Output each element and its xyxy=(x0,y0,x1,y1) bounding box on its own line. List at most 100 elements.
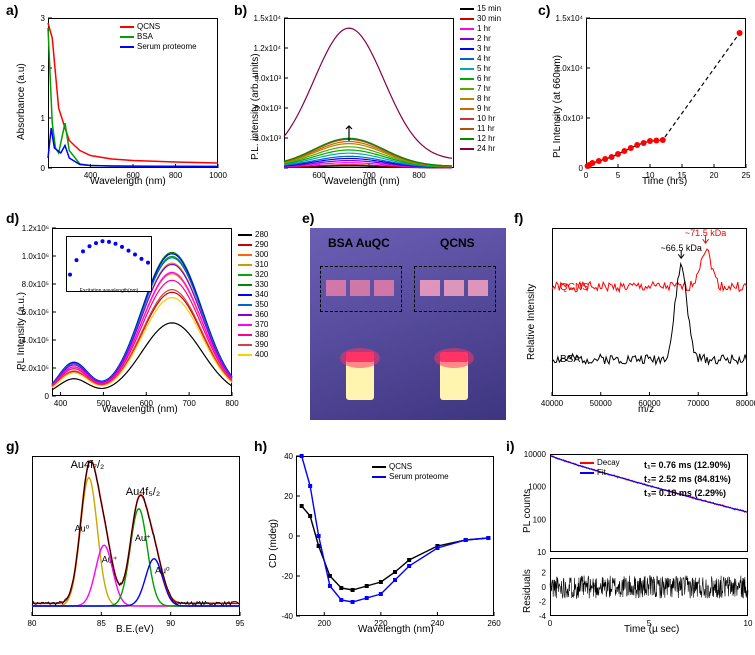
panel-d-legend: 280290300310320330340350360370380390400 xyxy=(238,230,268,360)
panel-d-label: d) xyxy=(6,210,19,226)
panel-d-ylabel: PL Intensity (a.u.) xyxy=(16,292,27,370)
panel-b: b) 6007008003.0x10³6.0x10³9.0x10³1.2x10⁴… xyxy=(232,0,532,200)
svg-text:Au4f₇/₂: Au4f₇/₂ xyxy=(71,459,105,471)
svg-text:1.2x10⁴: 1.2x10⁴ xyxy=(254,44,282,53)
svg-text:85: 85 xyxy=(97,619,106,628)
svg-text:25: 25 xyxy=(742,171,751,180)
svg-text:QCNS: QCNS xyxy=(560,282,589,293)
panel-i-t2: t₂= 2.52 ms (84.81%) xyxy=(644,474,731,484)
svg-text:Au⁺: Au⁺ xyxy=(135,533,151,543)
svg-text:20: 20 xyxy=(710,171,719,180)
svg-text:0: 0 xyxy=(542,583,547,592)
panel-a-label: a) xyxy=(6,2,18,18)
svg-text:Au⁰: Au⁰ xyxy=(155,566,170,576)
panel-a-legend: QCNSBSASerum proteome xyxy=(120,22,197,52)
svg-text:800: 800 xyxy=(225,399,239,408)
panel-d-xlabel: Wavelength (nm) xyxy=(102,404,178,415)
panel-b-label: b) xyxy=(234,2,247,18)
panel-b-xlabel: Wavelength (nm) xyxy=(324,176,400,187)
panel-d: d) 40050060070080002.0x10⁵4.0x10⁵6.0x10⁵… xyxy=(0,210,300,430)
svg-text:1.5x10⁴: 1.5x10⁴ xyxy=(254,14,282,23)
panel-a-ylabel: Absorbance (a.u) xyxy=(16,63,27,140)
panel-h-xlabel: Wavelength (nm) xyxy=(358,624,434,635)
panel-e: e) BSA AuQC QCNS xyxy=(300,210,510,430)
panel-c: c) 051015202505.0x10³1.0x10⁴1.5x10⁴ PL I… xyxy=(536,0,755,200)
panel-c-xlabel: Time (hrs) xyxy=(642,176,687,187)
svg-text:BSA: BSA xyxy=(560,354,580,365)
svg-text:0: 0 xyxy=(584,171,589,180)
panel-a: a) 40060080010000123 Absorbance (a.u) Wa… xyxy=(0,0,230,200)
panel-b-legend: 15 min30 min1 hr2 hr3 hr4 hr5 hr6 hr7 hr… xyxy=(460,4,501,154)
svg-text:-20: -20 xyxy=(281,572,293,581)
panel-i-label: i) xyxy=(506,438,515,454)
svg-text:0: 0 xyxy=(45,392,50,401)
svg-text:-2: -2 xyxy=(539,598,547,607)
svg-text:0: 0 xyxy=(548,619,553,628)
panel-b-svg: 6007008003.0x10³6.0x10³9.0x10³1.2x10⁴1.5… xyxy=(284,18,454,168)
svg-text:-40: -40 xyxy=(281,612,293,621)
panel-f-label: f) xyxy=(514,210,523,226)
svg-text:Au⁺: Au⁺ xyxy=(102,555,118,565)
svg-text:1000: 1000 xyxy=(209,171,227,180)
panel-g-xlabel: B.E.(eV) xyxy=(116,624,154,635)
panel-i-legend: DecayFit xyxy=(580,458,620,478)
svg-text:700: 700 xyxy=(182,399,196,408)
panel-i-bot-ylabel: Residuals xyxy=(522,569,533,613)
panel-h-ylabel: CD (mdeg) xyxy=(268,519,279,568)
svg-text:3: 3 xyxy=(41,14,46,23)
panel-i-bot-svg: 0510-4-202 xyxy=(550,558,748,616)
svg-text:1: 1 xyxy=(41,114,46,123)
svg-text:10: 10 xyxy=(537,548,546,557)
svg-text:1.5x10⁴: 1.5x10⁴ xyxy=(556,14,584,23)
svg-text:50000: 50000 xyxy=(590,399,613,408)
svg-text:40000: 40000 xyxy=(541,399,564,408)
panel-f-xlabel: m/z xyxy=(638,404,654,415)
svg-text:800: 800 xyxy=(169,171,183,180)
panel-g-label: g) xyxy=(6,438,19,454)
svg-text:40: 40 xyxy=(284,452,293,461)
panel-h-label: h) xyxy=(254,438,267,454)
svg-text:800: 800 xyxy=(412,171,426,180)
panel-f-svg: 4000050000600007000080000~71.5 kDaQCNS~6… xyxy=(552,228,747,396)
panel-e-label: e) xyxy=(302,210,314,226)
panel-i: i) 10100100010000 0510-4-202 PL counts R… xyxy=(504,438,755,653)
svg-text:200: 200 xyxy=(318,619,332,628)
svg-text:0: 0 xyxy=(289,532,294,541)
panel-i-t1: t₁= 0.76 ms (12.90%) xyxy=(644,460,731,470)
panel-d-inset-svg: Excitation wavelength(nm) xyxy=(66,236,152,292)
svg-text:0: 0 xyxy=(579,164,584,173)
panel-i-top-ylabel: PL counts xyxy=(522,489,533,533)
svg-text:95: 95 xyxy=(236,619,245,628)
panel-g-svg: 80859095Au4f₇/₂Au4f₅/₂Au⁰Au⁺Au⁺Au⁰ xyxy=(32,456,240,616)
svg-text:100: 100 xyxy=(533,515,547,524)
svg-text:2: 2 xyxy=(542,569,547,578)
svg-text:0: 0 xyxy=(41,164,46,173)
svg-text:260: 260 xyxy=(487,619,501,628)
svg-text:400: 400 xyxy=(54,399,68,408)
panel-c-svg: 051015202505.0x10³1.0x10⁴1.5x10⁴ xyxy=(586,18,746,168)
panel-e-gel-svg xyxy=(310,228,506,420)
panel-c-label: c) xyxy=(538,2,550,18)
svg-text:80: 80 xyxy=(28,619,37,628)
panel-f-ylabel: Relative Intensity xyxy=(526,284,537,360)
svg-text:Au⁰: Au⁰ xyxy=(75,524,90,534)
panel-g: g) 80859095Au4f₇/₂Au4f₅/₂Au⁰Au⁺Au⁺Au⁰ B.… xyxy=(0,438,250,653)
svg-text:20: 20 xyxy=(284,492,293,501)
panel-i-t3: t₃= 0.18 ms (2.29%) xyxy=(644,488,726,498)
panel-b-ylabel: P.L. intensity (arb. units) xyxy=(250,53,261,160)
svg-text:1.0x10⁶: 1.0x10⁶ xyxy=(22,252,49,261)
svg-text:8.0x10⁵: 8.0x10⁵ xyxy=(22,280,49,289)
svg-text:80000: 80000 xyxy=(736,399,755,408)
panel-i-xlabel: Time (µ sec) xyxy=(624,624,679,635)
panel-f: f) 4000050000600007000080000~71.5 kDaQCN… xyxy=(512,210,755,430)
panel-c-ylabel: PL Intensity (at 660nm) xyxy=(552,55,563,158)
svg-text:1.2x10⁶: 1.2x10⁶ xyxy=(22,224,49,233)
panel-h: h) 200220240260-40-2002040 CD (mdeg) Wav… xyxy=(252,438,502,653)
svg-text:90: 90 xyxy=(166,619,175,628)
svg-text:10000: 10000 xyxy=(524,450,547,459)
panel-h-legend: QCNSSerum proteome xyxy=(372,462,449,482)
svg-text:70000: 70000 xyxy=(687,399,710,408)
svg-text:-4: -4 xyxy=(539,612,547,621)
svg-text:Excitation wavelength(nm): Excitation wavelength(nm) xyxy=(80,288,139,294)
panel-a-xlabel: Wavelength (nm) xyxy=(90,176,166,187)
